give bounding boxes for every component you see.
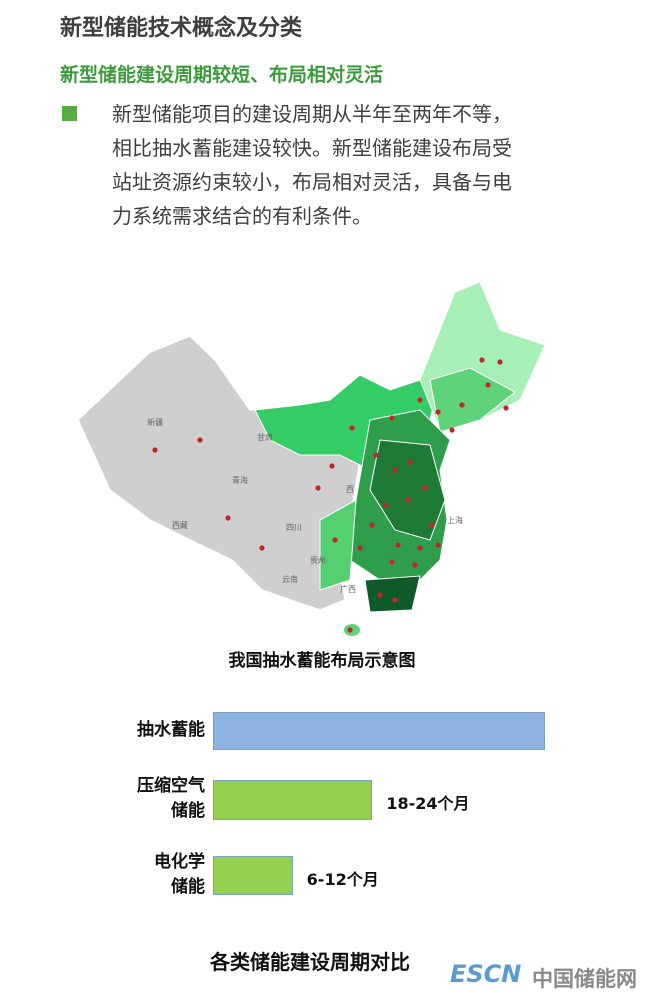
map-label: 上海 [447, 515, 463, 525]
site-dot [373, 452, 379, 458]
map-region-liaoning [429, 367, 516, 433]
map-label: 广西 [340, 584, 356, 594]
value-label: 6-12个月 [306, 869, 379, 889]
site-dot [417, 397, 423, 403]
site-dot [377, 592, 383, 598]
site-dot [392, 597, 398, 603]
map-label: 青海 [232, 475, 248, 485]
map-label: 甘肃 [257, 432, 273, 442]
site-name: 中国储能网 [532, 967, 637, 991]
site-dot [197, 437, 203, 443]
map-label: 云南 [282, 574, 298, 584]
site-dot [329, 463, 335, 469]
title: 新型储能技术概念及分类 [60, 16, 303, 41]
site-dot [349, 425, 355, 431]
site-dot [503, 405, 509, 411]
bar [213, 780, 373, 820]
map-region-guangdong [364, 575, 421, 613]
logo: ESCN [450, 960, 522, 988]
site-dot [389, 559, 395, 565]
site-dot [412, 562, 418, 568]
bullet [62, 106, 77, 121]
site-dot [225, 515, 231, 521]
site-dot [395, 542, 401, 548]
text-line: 站址资源约束较小，布局相对灵活，具备与电 [112, 170, 512, 194]
text-line: 新型储能项目的建设周期从半年至两年不等， [112, 102, 512, 126]
map-label: 西藏 [172, 520, 188, 530]
text-line: 相比抽水蓄能建设较快。新型储能建设布局受 [112, 136, 512, 160]
site-dot [389, 415, 395, 421]
map-label: 四川 [286, 523, 302, 532]
site-dot [479, 357, 485, 363]
site-dot [485, 382, 491, 388]
site-dot [369, 522, 375, 528]
site-dot [405, 497, 411, 503]
site-dot [357, 545, 363, 551]
site-dot [259, 545, 265, 551]
bar [213, 712, 545, 750]
text-line: 力系统需求结合的有利条件。 [112, 204, 372, 228]
map-region-south [319, 499, 357, 591]
site-dot [347, 627, 353, 633]
site-dot [497, 359, 503, 365]
site-dot [417, 545, 423, 551]
site-dot [392, 467, 398, 473]
category-label: 电化学 储能 [154, 852, 205, 897]
category-label: 压缩空气 储能 [137, 776, 205, 821]
value-label: 18-24个月 [386, 794, 470, 813]
map-caption: 我国抽水蓄能布局示意图 [228, 651, 416, 671]
site-dot [429, 522, 435, 528]
site-dot [449, 427, 455, 433]
site-dot [315, 485, 321, 491]
map-label: 西 [346, 485, 354, 494]
site-dot [407, 459, 413, 465]
category-label: 抽水蓄能 [137, 720, 205, 740]
site-dot [152, 447, 158, 453]
site-dot [383, 502, 389, 508]
site-dot [459, 402, 465, 408]
site-dot [422, 485, 428, 491]
site-dot [435, 409, 441, 415]
site-dot [435, 542, 441, 548]
site-dot [332, 537, 338, 543]
chart-title: 各类储能建设周期对比 [210, 950, 410, 974]
map-label: 新疆 [147, 417, 163, 427]
bar [213, 856, 293, 895]
map-region-core [369, 439, 446, 541]
subtitle: 新型储能建设周期较短、布局相对灵活 [60, 64, 384, 86]
map-label: 贵州 [310, 555, 326, 565]
